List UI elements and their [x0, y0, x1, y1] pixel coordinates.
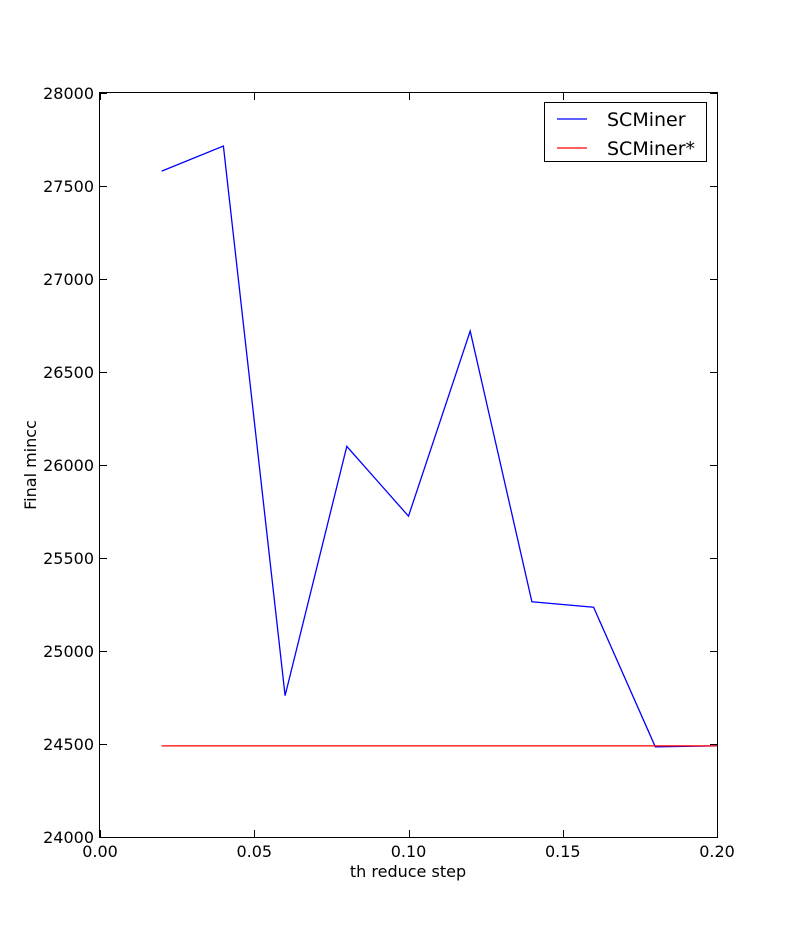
- legend-label-scminer-star: SCMiner*: [607, 138, 695, 160]
- legend-label-scminer: SCMiner: [607, 109, 686, 131]
- y-tick-label: 27500: [43, 177, 94, 196]
- y-tick-label: 28000: [43, 84, 94, 103]
- y-tick-label: 25500: [43, 549, 94, 568]
- y-tick-label: 25000: [43, 642, 94, 661]
- legend-box: [544, 102, 707, 162]
- y-tick-label: 24500: [43, 735, 94, 754]
- legend: SCMiner SCMiner*: [544, 102, 707, 162]
- y-tick-label: 26000: [43, 456, 94, 475]
- x-tick-label: 0.15: [545, 842, 581, 861]
- x-tick-label: 0.20: [699, 842, 735, 861]
- y-tick-label: 27000: [43, 270, 94, 289]
- x-tick-label: 0.05: [236, 842, 272, 861]
- x-axis-label: th reduce step: [350, 862, 466, 881]
- y-tick-label: 24000: [43, 828, 94, 847]
- x-tick-label: 0.00: [82, 842, 118, 861]
- y-axis-label: Final mincc: [21, 420, 40, 510]
- y-axis-ticks: 24000 24500 25000 25500 26000 26500 27000 27500…: [43, 84, 717, 847]
- plot-frame: [99, 92, 718, 838]
- series-line-0: [161, 145, 718, 748]
- series-layer: [161, 145, 718, 748]
- x-tick-label: 0.10: [391, 842, 427, 861]
- y-tick-label: 26500: [43, 363, 94, 382]
- x-axis-ticks: 0.00 0.05 0.10 0.15 0.20: [82, 93, 735, 861]
